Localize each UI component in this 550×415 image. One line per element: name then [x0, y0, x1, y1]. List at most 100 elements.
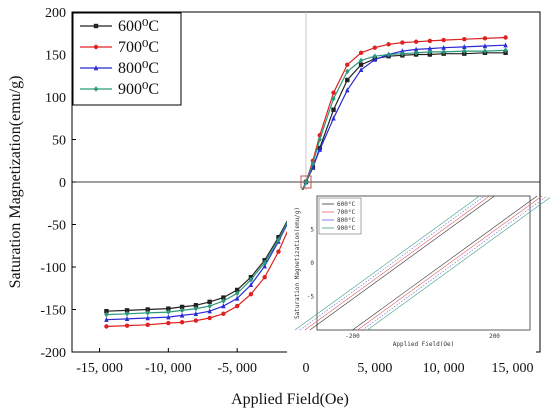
data-point [358, 50, 364, 55]
inset-y-axis-title: Saturation Magnetization(emu/g) [294, 207, 301, 319]
data-point [124, 311, 130, 317]
x-tick-label: 5, 000 [357, 361, 392, 376]
data-point [207, 308, 212, 314]
x-tick-label: 0 [303, 361, 310, 376]
data-point [193, 310, 199, 316]
data-point [413, 39, 419, 44]
y-axis-title: Saturation Magnetization(emu/g) [7, 76, 24, 289]
y-tick-label: 0 [59, 176, 66, 191]
data-point [104, 324, 109, 329]
data-point [179, 312, 185, 318]
data-point [482, 43, 488, 49]
data-point [234, 290, 240, 297]
inset-series-line [367, 197, 550, 331]
data-point [221, 303, 226, 309]
x-tick-label: -5, 000 [217, 361, 257, 376]
data-point [276, 237, 281, 243]
inset-frame [316, 195, 531, 331]
data-point [358, 67, 364, 72]
data-point [372, 56, 378, 62]
data-point [372, 53, 378, 59]
data-point [331, 96, 336, 102]
data-point [104, 309, 109, 314]
legend-marker [93, 23, 99, 29]
data-point [482, 48, 488, 54]
zoom-box [300, 175, 312, 189]
data-point [234, 295, 240, 301]
legend-label: 900⁰C [118, 81, 159, 98]
x-tick-label: 15, 000 [491, 361, 533, 376]
inset-y-tick-label: -5 [307, 294, 315, 301]
y-tick-label: 150 [45, 49, 66, 64]
data-point [413, 46, 419, 52]
data-point [145, 310, 150, 316]
inset-series-line [294, 195, 480, 331]
data-point [331, 115, 336, 121]
data-point [427, 49, 433, 55]
data-point [462, 37, 467, 42]
inset-y-tick-label: 5 [310, 227, 314, 234]
y-tick-label: 200 [45, 6, 66, 21]
main-legend: 600⁰C 700⁰C 800⁰C 900⁰C [72, 12, 182, 106]
inset-series-line [352, 195, 538, 331]
data-point [372, 45, 378, 50]
y-tick-label: 100 [45, 91, 66, 106]
data-point [462, 44, 467, 50]
data-point [345, 62, 350, 67]
data-point [262, 260, 267, 266]
x-tick-label: 10, 000 [423, 361, 465, 376]
data-point [166, 306, 171, 311]
legend-label: 800⁰C [118, 60, 159, 77]
data-point [441, 49, 446, 55]
data-point [386, 42, 391, 47]
data-point [207, 299, 212, 305]
inset-legend-label: 800⁰C [337, 217, 355, 224]
data-point [124, 316, 130, 322]
data-point [303, 179, 309, 185]
data-point [145, 315, 150, 321]
data-point [166, 320, 171, 326]
data-point [386, 51, 391, 58]
x-axis-title: Applied Field(Oe) [231, 391, 349, 408]
legend-marker [93, 86, 99, 92]
data-point [145, 322, 150, 327]
inset-series-line [299, 195, 485, 331]
y-tick-label: -150 [40, 304, 66, 319]
data-point [331, 107, 336, 112]
data-point [166, 309, 171, 315]
data-point [221, 295, 226, 300]
data-point [400, 40, 405, 45]
data-point [276, 249, 281, 254]
data-point [179, 320, 185, 325]
inset-x-tick-label: -200 [345, 333, 360, 340]
data-point [221, 311, 226, 316]
y-tick-label: -100 [40, 261, 66, 276]
data-point [317, 136, 322, 143]
inset-legend-label: 900⁰C [337, 225, 355, 232]
inset-x-axis-title: Applied Field(Oe) [393, 341, 454, 348]
data-point [482, 36, 488, 41]
inset-series-line [309, 195, 495, 331]
data-point [248, 277, 254, 283]
data-point [234, 287, 240, 293]
y-tick-label: -50 [47, 219, 66, 234]
data-point [248, 282, 254, 288]
data-point [400, 48, 405, 54]
legend-box [72, 12, 182, 106]
data-point [248, 292, 254, 297]
data-point [145, 307, 150, 312]
data-point [317, 146, 322, 152]
data-point [262, 263, 267, 269]
data-point [124, 323, 130, 328]
data-point [400, 50, 405, 57]
data-point [262, 275, 267, 280]
inset-legend-label: 600⁰C [337, 201, 355, 208]
data-point [179, 304, 185, 310]
data-point [221, 298, 226, 304]
data-point [503, 35, 508, 40]
legend-marker [93, 44, 99, 50]
legend-label: 600⁰C [118, 18, 159, 35]
data-point [166, 314, 171, 320]
